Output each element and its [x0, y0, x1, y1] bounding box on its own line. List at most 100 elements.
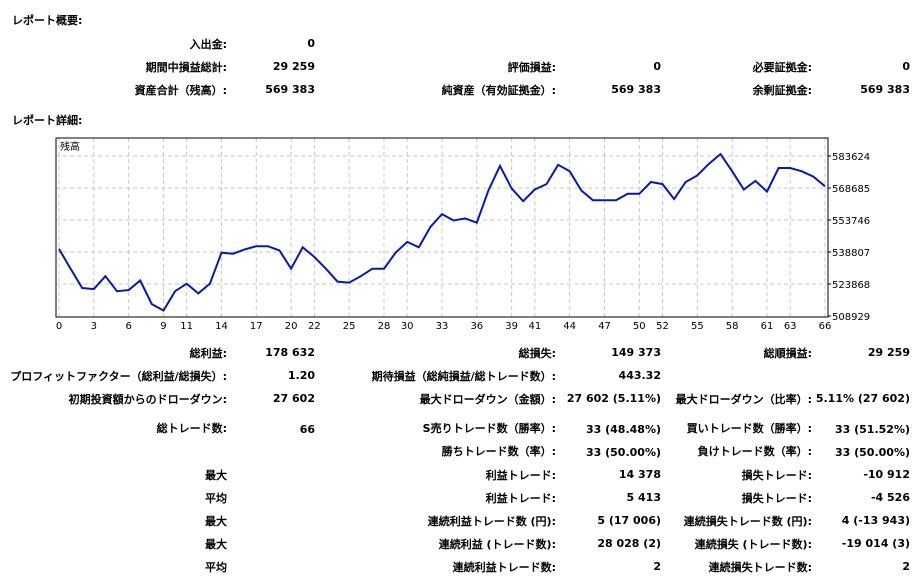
losing-trades-value: 33 (50.00%) [834, 446, 910, 459]
x-tick-label: 30 [401, 321, 414, 332]
profit-factor-value: 1.20 [287, 369, 315, 382]
stat-value-loss: 4 (-13 943) [841, 514, 910, 527]
stat-prefix: 平均 [205, 561, 227, 574]
x-tick-label: 22 [308, 321, 321, 332]
stat-value-profit: 5 413 [626, 491, 661, 504]
x-axis-ticks: 0 3 6 9 11 14 17 20 22 25 28 30 33 36 39 41 44 47 50 52 55 58… [56, 321, 832, 332]
summary-title: レポート概要: [12, 14, 83, 27]
stat-label-loss: 損失トレード: [741, 469, 812, 482]
x-tick-label: 44 [563, 321, 576, 332]
chart-series-label: 残高 [60, 140, 80, 153]
winning-trades-value: 33 (50.00%) [585, 446, 661, 459]
y-tick-label: 508929 [832, 312, 870, 323]
free-margin-value: 569 383 [860, 83, 910, 96]
total-trades-value: 66 [299, 423, 315, 436]
total-trades-label: 総トレード数: [156, 422, 227, 435]
balance-value: 569 383 [265, 83, 315, 96]
x-tick-label: 25 [343, 321, 356, 332]
chart-grid [56, 138, 828, 317]
short-trades-label: S売りトレード数（勝率）: [422, 422, 556, 435]
floating-pl-label: 評価損益: [507, 61, 556, 74]
x-tick-label: 39 [505, 321, 518, 332]
stat-value-loss: -10 912 [863, 468, 910, 481]
x-tick-label: 36 [470, 321, 483, 332]
x-tick-label: 6 [125, 321, 131, 332]
expected-payoff-label: 期待損益（総純損益/総トレード数）: [371, 370, 556, 383]
free-margin-label: 余剰証拠金: [752, 84, 812, 97]
gross-loss-value: 149 373 [611, 346, 661, 359]
gross-profit-label: 総利益: [189, 347, 227, 360]
long-trades-value: 33 (51.52%) [834, 423, 910, 436]
max-drawdown-amount-value: 27 602 (5.11%) [566, 392, 661, 405]
winning-trades-label: 勝ちトレード数（率）: [441, 445, 556, 458]
x-tick-label: 47 [598, 321, 611, 332]
stat-prefix: 平均 [205, 492, 227, 505]
x-tick-label: 11 [180, 321, 193, 332]
x-tick-label: 28 [378, 321, 391, 332]
y-tick-label: 523868 [832, 280, 870, 291]
x-tick-label: 3 [91, 321, 97, 332]
stat-label-profit: 連続利益 (トレード数): [438, 538, 556, 551]
gross-loss-label: 総損失: [518, 347, 556, 360]
stat-label-loss: 連続損失トレード数 (円): [683, 515, 812, 528]
stat-prefix: 最大 [205, 515, 227, 528]
equity-value: 569 383 [611, 83, 661, 96]
stat-label-loss: 損失トレード: [741, 492, 812, 505]
x-tick-label: 61 [761, 321, 774, 332]
stat-value-loss: 2 [902, 560, 910, 573]
max-drawdown-percent-value: 5.11% (27 602) [815, 392, 910, 405]
stat-label-profit: 連続利益トレード数 (円): [427, 515, 556, 528]
equity-label: 純資産（有効証拠金）: [441, 84, 556, 97]
y-tick-label: 568685 [832, 184, 870, 195]
x-tick-label: 58 [726, 321, 739, 332]
stat-value-profit: 2 [653, 560, 661, 573]
losing-trades-label: 負けトレード数（率）: [697, 445, 812, 458]
x-tick-label: 63 [784, 321, 797, 332]
y-tick-label: 553746 [832, 216, 870, 227]
y-axis-ticks: 583624 568685 553746 538807 523868 508929 [828, 152, 870, 323]
stat-value-loss: -4 526 [870, 491, 910, 504]
stat-label-loss: 連続損失 (トレード数): [694, 538, 812, 551]
stat-prefix: 最大 [205, 469, 227, 482]
x-tick-label: 0 [56, 321, 62, 332]
margin-value: 0 [902, 60, 910, 73]
x-tick-label: 17 [250, 321, 263, 332]
balance-chart: 残高 0 3 6 9 11 14 17 20 22 25 28 30 33 36 39 41 44 47 50 52 5… [55, 137, 870, 332]
gross-profit-value: 178 632 [265, 346, 315, 359]
max-drawdown-percent-label: 最大ドローダウン（比率）: [675, 393, 812, 406]
stat-label-profit: 連続利益トレード数: [452, 561, 556, 574]
stat-value-profit: 28 028 (2) [597, 537, 661, 550]
profit-factor-label: プロフィットファクター（総利益/総損失）: [10, 370, 227, 383]
stat-value-profit: 5 (17 006) [597, 514, 661, 527]
deposit-label: 入出金: [189, 38, 227, 51]
x-tick-label: 52 [656, 321, 669, 332]
balance-line [58, 152, 826, 312]
x-tick-label: 9 [160, 321, 166, 332]
long-trades-label: 買いトレード数（勝率）: [686, 422, 812, 435]
x-tick-label: 41 [528, 321, 541, 332]
stat-prefix: 最大 [205, 538, 227, 551]
x-tick-label: 14 [215, 321, 228, 332]
total-pl-label: 期間中損益総計: [145, 61, 227, 74]
y-tick-label: 583624 [832, 152, 870, 163]
max-drawdown-amount-label: 最大ドローダウン（金額）: [419, 393, 556, 406]
stat-value-profit: 14 378 [618, 468, 661, 481]
initial-drawdown-value: 27 602 [272, 392, 315, 405]
net-profit-value: 29 259 [867, 346, 910, 359]
short-trades-value: 33 (48.48%) [585, 423, 661, 436]
stat-label-profit: 利益トレード: [485, 469, 556, 482]
initial-drawdown-label: 初期投資額からのドローダウン: [68, 393, 227, 406]
total-pl-value: 29 259 [272, 60, 315, 73]
x-tick-label: 66 [819, 321, 832, 332]
x-tick-label: 55 [691, 321, 704, 332]
y-tick-label: 538807 [832, 248, 870, 259]
stat-label-loss: 連続損失トレード数: [708, 561, 812, 574]
x-tick-label: 33 [436, 321, 449, 332]
x-tick-label: 20 [285, 321, 298, 332]
stat-label-profit: 利益トレード: [485, 492, 556, 505]
chart-frame [55, 137, 829, 318]
expected-payoff-value: 443.32 [618, 369, 661, 382]
margin-label: 必要証拠金: [752, 61, 812, 74]
stat-value-loss: -19 014 (3) [841, 537, 910, 550]
net-profit-label: 総順損益: [763, 347, 812, 360]
